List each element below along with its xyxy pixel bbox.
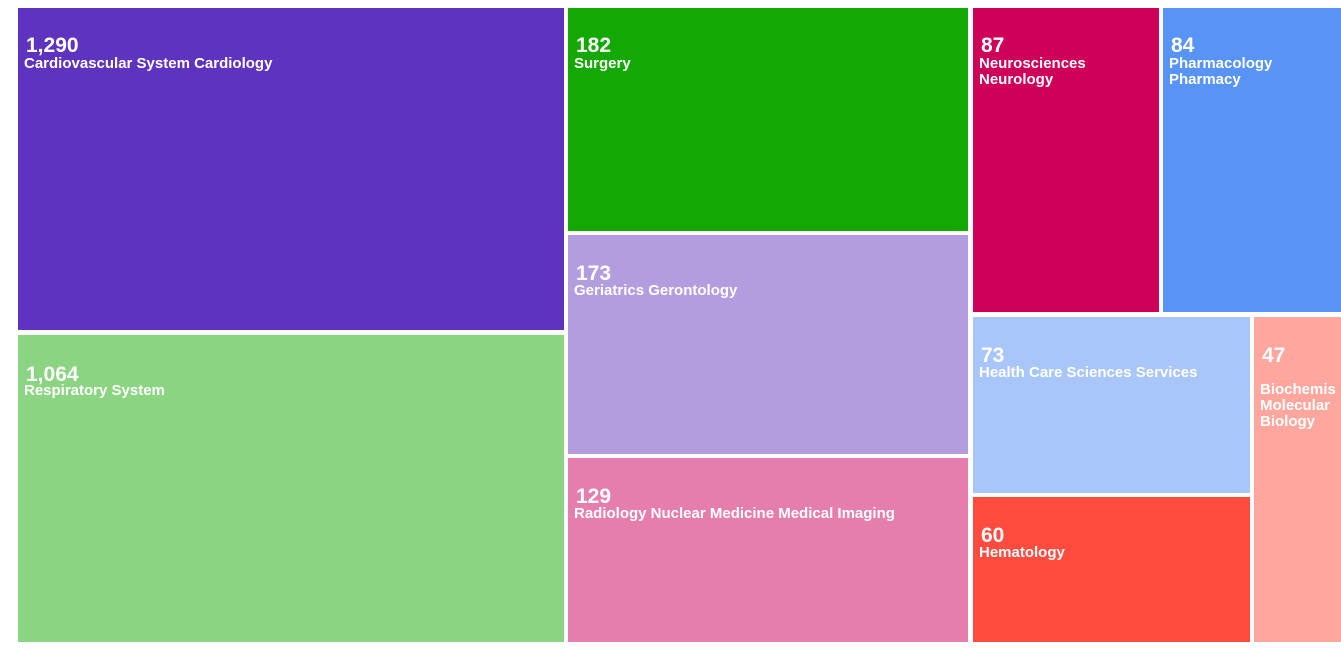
- tile-category-label: Pharmacology Pharmacy: [1169, 56, 1272, 88]
- tile-category-label-line: Geriatrics Gerontology: [574, 282, 738, 299]
- treemap-tile[interactable]: 87 Neurosciences Neurology: [973, 8, 1159, 312]
- tile-category-label-line: Respiratory System: [24, 382, 165, 399]
- tile-value-label: 87: [981, 34, 1005, 57]
- tile-category-label-line: Cardiovascular System Cardiology: [24, 55, 273, 72]
- treemap-tile[interactable]: 73 Health Care Sciences Services: [973, 317, 1250, 493]
- tile-value-label: 182: [576, 34, 612, 57]
- tile-category-label: Respiratory System: [24, 383, 165, 399]
- treemap-tile[interactable]: 47 Biochemis Molecular Biology: [1254, 317, 1341, 642]
- tile-category-label-line: Neurosciences: [979, 55, 1086, 72]
- treemap-tile[interactable]: 60 Hematology: [973, 497, 1250, 642]
- tile-category-label: Radiology Nuclear Medicine Medical Imagi…: [574, 506, 895, 522]
- tile-category-label: Cardiovascular System Cardiology: [24, 56, 272, 72]
- tile-category-label-line: Biochemis: [1260, 381, 1336, 398]
- treemap-tile[interactable]: 84 Pharmacology Pharmacy: [1163, 8, 1341, 312]
- treemap-tile[interactable]: 173 Geriatrics Gerontology: [568, 235, 968, 454]
- tile-category-label-line: Molecular: [1260, 397, 1331, 414]
- tile-category-label-line: Radiology Nuclear Medicine Medical Imagi…: [574, 505, 895, 522]
- tile-value-label: 1,290: [26, 34, 79, 57]
- tile-category-label-line: Pharmacy: [1169, 71, 1241, 88]
- treemap-tile[interactable]: 1,064 Respiratory System: [18, 335, 564, 642]
- treemap-tile[interactable]: 1,290 Cardiovascular System Cardiology: [18, 8, 564, 330]
- tile-category-label: Health Care Sciences Services: [979, 365, 1197, 381]
- tile-value-label: 60: [981, 524, 1005, 547]
- tile-category-label-line: Biology: [1260, 413, 1315, 430]
- tile-category-label-line: Pharmacology: [1169, 55, 1273, 72]
- tile-category-label: Geriatrics Gerontology: [574, 283, 737, 299]
- tile-value-label: 47: [1262, 344, 1286, 367]
- tile-value-label: 73: [981, 344, 1005, 367]
- tile-category-label: Hematology: [979, 545, 1065, 561]
- tile-value-label: 129: [576, 485, 612, 508]
- tile-category-label: Surgery: [574, 56, 631, 72]
- tile-category-label: Neurosciences Neurology: [979, 56, 1086, 88]
- tile-value-label: 84: [1171, 34, 1195, 57]
- tile-category-label-line: Neurology: [979, 71, 1054, 88]
- tile-category-label: Biochemis Molecular Biology: [1260, 382, 1336, 430]
- treemap-tile[interactable]: 182 Surgery: [568, 8, 968, 231]
- tile-category-label-line: Surgery: [574, 55, 631, 72]
- tile-value-label: 1,064: [26, 363, 79, 386]
- tile-category-label-line: Health Care Sciences Services: [979, 364, 1198, 381]
- tile-category-label-line: Hematology: [979, 544, 1065, 561]
- tile-value-label: 173: [576, 262, 612, 285]
- treemap-tile[interactable]: 129 Radiology Nuclear Medicine Medical Im…: [568, 458, 968, 642]
